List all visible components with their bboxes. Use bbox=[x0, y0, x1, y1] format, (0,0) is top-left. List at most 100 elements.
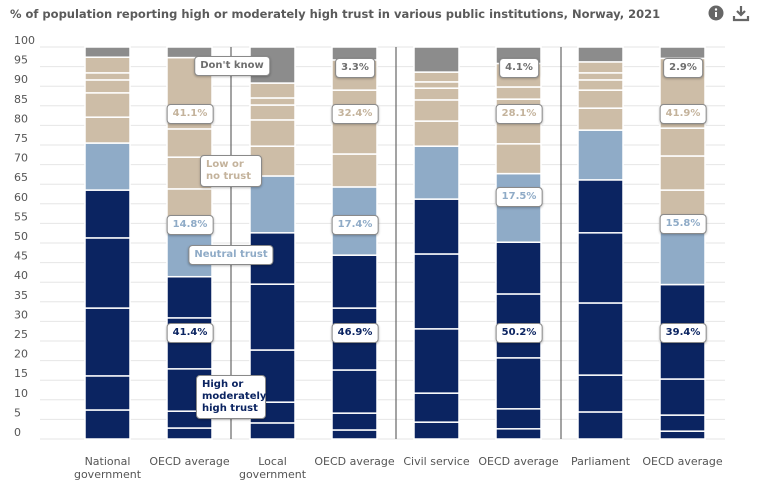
bar-segment-low bbox=[84, 79, 131, 94]
y-tick-label: 100 bbox=[14, 34, 35, 47]
data-label-low: 41.9% bbox=[659, 104, 707, 124]
y-tick-label: 20 bbox=[14, 348, 28, 361]
legend-high-trust: High or moderately high trust bbox=[196, 375, 266, 419]
x-category-label: government bbox=[239, 468, 307, 481]
bar-segment-dont-know bbox=[659, 46, 706, 60]
bar-segment-low bbox=[249, 97, 296, 106]
data-label-high: 50.2% bbox=[495, 323, 543, 343]
bar-segment-high bbox=[249, 422, 296, 440]
y-tick-label: 30 bbox=[14, 308, 28, 321]
bar-segment-high bbox=[413, 392, 460, 423]
bar-segment-low bbox=[577, 61, 624, 74]
y-tick-label: 25 bbox=[14, 328, 28, 341]
y-tick-label: 10 bbox=[14, 387, 28, 400]
bar-segment-low bbox=[249, 82, 296, 99]
bar-segment-high bbox=[659, 414, 706, 432]
x-category-label: OECD average bbox=[642, 455, 723, 468]
bar-segment-low bbox=[84, 56, 131, 74]
bar-segment-low bbox=[84, 72, 131, 81]
bar-segment-high bbox=[331, 412, 378, 431]
info-icon[interactable] bbox=[707, 4, 725, 22]
bar-segment-high bbox=[166, 427, 213, 440]
bar-segment-low bbox=[84, 116, 131, 144]
download-icon[interactable] bbox=[732, 4, 750, 22]
bar-segment-low bbox=[84, 92, 131, 118]
y-tick-label: 60 bbox=[14, 191, 28, 204]
bar-segment-neutral bbox=[495, 172, 542, 243]
bar-segment-low bbox=[659, 155, 706, 191]
bar-segment-neutral bbox=[413, 145, 460, 200]
bar-segment-high bbox=[84, 409, 131, 440]
bar-segment-high bbox=[84, 189, 131, 239]
data-label-dont-know: 2.9% bbox=[663, 58, 703, 78]
bar-segment-high bbox=[577, 179, 624, 234]
bar-segment-low bbox=[413, 120, 460, 147]
bar-segment-low bbox=[413, 71, 460, 83]
bar-segment-high bbox=[331, 254, 378, 309]
data-label-high: 46.9% bbox=[331, 323, 379, 343]
bar-segment-low bbox=[413, 99, 460, 122]
y-tick-label: 15 bbox=[14, 367, 28, 380]
bar-segment-high bbox=[413, 253, 460, 330]
bar-segment-low bbox=[249, 104, 296, 121]
data-label-neutral: 17.4% bbox=[331, 215, 379, 235]
data-label-dont-know: 4.1% bbox=[499, 58, 539, 78]
bar-segment-dont-know bbox=[577, 46, 624, 63]
bar-segment-low bbox=[413, 81, 460, 89]
data-label-high: 39.4% bbox=[659, 323, 707, 343]
y-tick-label: 85 bbox=[14, 93, 28, 106]
bar-segment-high bbox=[659, 378, 706, 416]
y-tick-label: 95 bbox=[14, 54, 28, 67]
legend-dont-know: Don't know bbox=[194, 56, 270, 76]
legend-neutral-trust: Neutral trust bbox=[188, 245, 274, 265]
bar-segment-high bbox=[84, 307, 131, 377]
bar-segment-high bbox=[577, 411, 624, 440]
bar-segment-high bbox=[331, 369, 378, 414]
x-category-label: Civil service bbox=[403, 455, 469, 468]
data-label-low: 41.1% bbox=[166, 104, 214, 124]
bar-segment-low bbox=[659, 127, 706, 157]
data-label-neutral: 15.8% bbox=[659, 214, 707, 234]
bar-segment-neutral bbox=[84, 142, 131, 191]
bar-segment-high bbox=[249, 283, 296, 351]
legend-low-trust: Low or no trust bbox=[200, 155, 262, 187]
data-label-low: 32.4% bbox=[331, 104, 379, 124]
y-tick-label: 70 bbox=[14, 152, 28, 165]
y-tick-label: 75 bbox=[14, 132, 28, 145]
x-category-label: OECD average bbox=[149, 455, 230, 468]
bar-segment-low bbox=[331, 153, 378, 188]
bar-segment-dont-know bbox=[413, 46, 460, 73]
bar-segment-dont-know bbox=[84, 46, 131, 58]
bar-segment-low bbox=[249, 119, 296, 147]
y-tick-label: 55 bbox=[14, 210, 28, 223]
data-label-low: 28.1% bbox=[495, 104, 543, 124]
chart-title: % of population reporting high or modera… bbox=[10, 7, 661, 21]
bar-segment-high bbox=[84, 375, 131, 411]
bar-segment-dont-know bbox=[166, 46, 213, 59]
bar-segment-high bbox=[495, 357, 542, 410]
x-category-label: OECD average bbox=[314, 455, 395, 468]
bar-segment-low bbox=[495, 143, 542, 175]
bar-segment-high bbox=[495, 241, 542, 295]
x-category-label: OECD average bbox=[478, 455, 559, 468]
bar-segment-high bbox=[331, 429, 378, 440]
bar-segment-high bbox=[577, 374, 624, 413]
x-category-label: Local bbox=[258, 455, 287, 468]
bar-segment-low bbox=[166, 128, 213, 158]
bar-segment-high bbox=[413, 198, 460, 255]
bar-segment-low bbox=[577, 89, 624, 109]
bar-segment-high bbox=[413, 328, 460, 394]
bar-segment-high bbox=[495, 408, 542, 430]
y-tick-label: 50 bbox=[14, 230, 28, 243]
y-tick-label: 0 bbox=[14, 426, 21, 439]
y-tick-label: 5 bbox=[14, 406, 21, 419]
bar-segment-neutral bbox=[577, 129, 624, 181]
x-category-label: National bbox=[85, 455, 131, 468]
data-label-neutral: 14.8% bbox=[166, 215, 214, 235]
bar-segment-high bbox=[413, 421, 460, 440]
bar-segment-low bbox=[577, 79, 624, 91]
bar-segment-high bbox=[577, 302, 624, 376]
y-tick-label: 45 bbox=[14, 250, 28, 263]
bar-segment-high bbox=[166, 275, 213, 319]
